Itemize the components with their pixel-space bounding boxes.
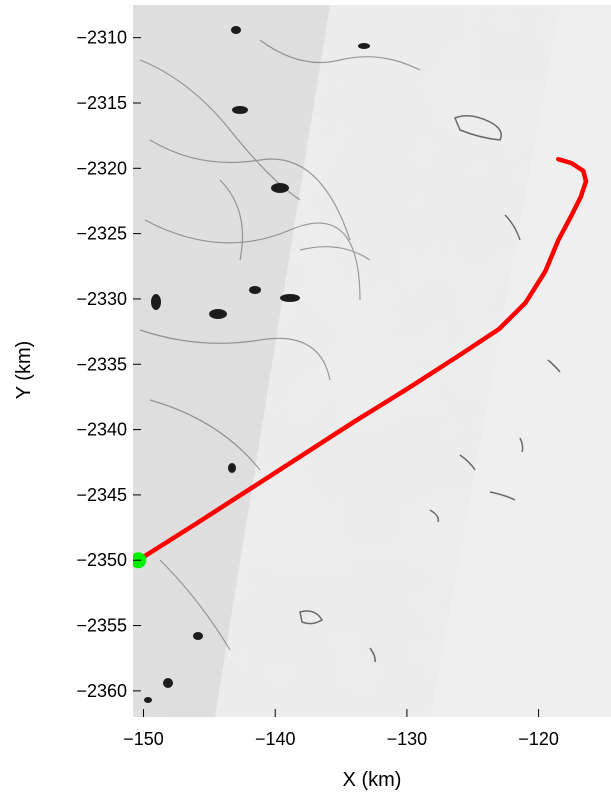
y-tick-label: −2340 — [76, 420, 127, 440]
y-tick-label: −2330 — [76, 289, 127, 309]
y-tick-label: −2335 — [76, 354, 127, 374]
y-tick-label: −2345 — [76, 485, 127, 505]
y-tick-label: −2360 — [76, 681, 127, 701]
track-line-0 — [136, 156, 589, 563]
y-tick-label: −2325 — [76, 224, 127, 244]
y-tick-label: −2320 — [76, 158, 127, 178]
x-tick-label: −120 — [518, 729, 559, 749]
satellite-image-background — [133, 5, 611, 717]
x-tick-label: −140 — [255, 729, 296, 749]
x-tick-label: −130 — [387, 729, 428, 749]
x-axis-label: X (km) — [343, 769, 402, 791]
y-tick-label: −2355 — [76, 616, 127, 636]
y-tick-label: −2350 — [76, 550, 127, 570]
x-tick-label: −150 — [123, 729, 164, 749]
y-tick-label: −2310 — [76, 28, 127, 48]
y-tick-label: −2315 — [76, 93, 127, 113]
y-axis-label: Y (km) — [13, 341, 35, 400]
